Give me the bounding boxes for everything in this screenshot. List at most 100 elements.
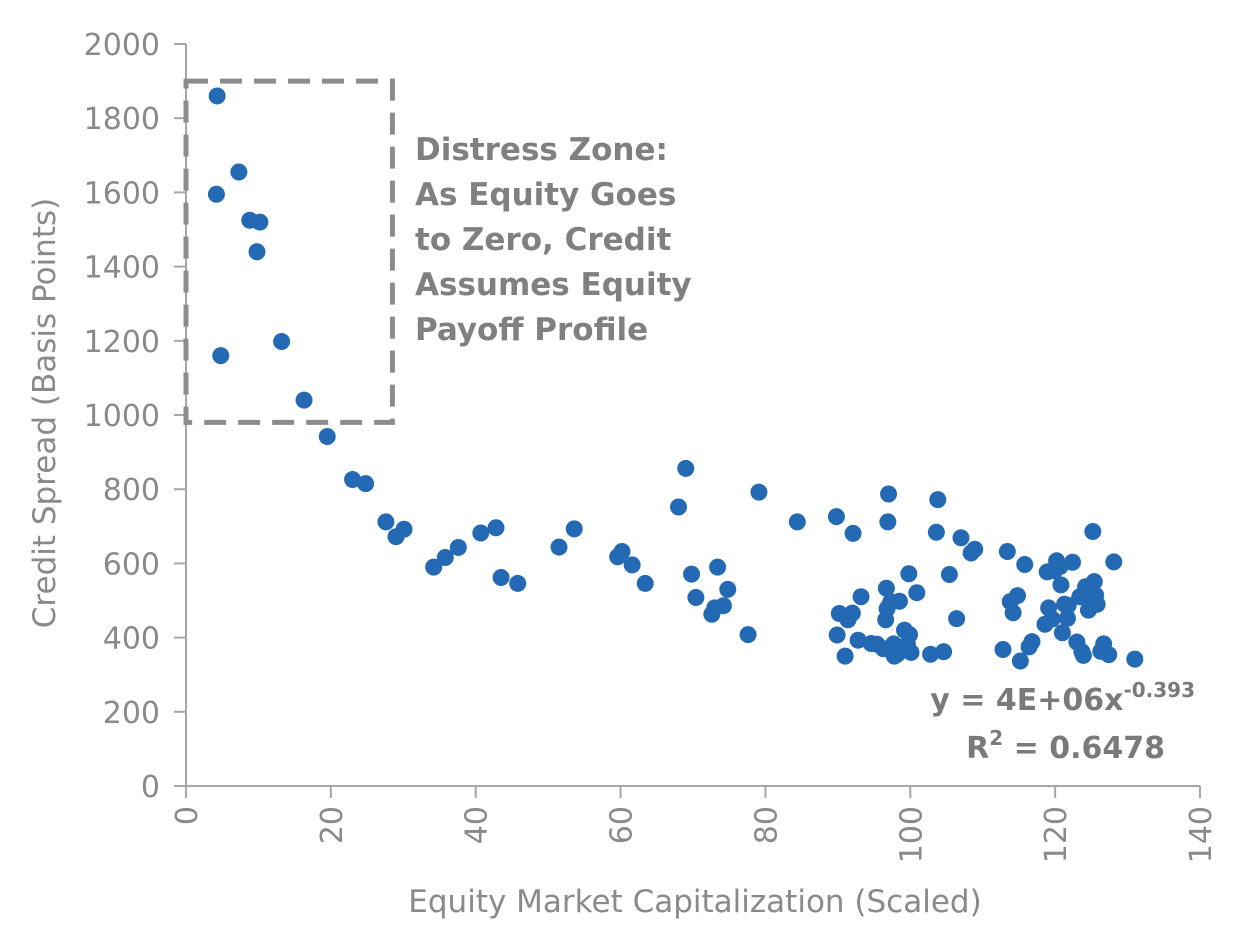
data-point [251, 213, 269, 231]
data-point [613, 543, 631, 561]
data-point [952, 529, 970, 547]
data-point [472, 524, 490, 542]
data-point [901, 626, 919, 644]
data-point [1053, 624, 1071, 642]
data-point [935, 643, 953, 661]
data-point [208, 87, 226, 105]
data-point [449, 538, 467, 556]
data-point [395, 520, 413, 538]
data-point [719, 580, 737, 598]
x-tick-label: 100 [894, 806, 929, 863]
data-point [295, 391, 313, 409]
data-point [880, 485, 898, 503]
data-point [677, 459, 695, 477]
annotation-line-1: Distress Zone: [415, 132, 668, 168]
data-point [1008, 587, 1026, 605]
data-point [487, 519, 505, 537]
y-tick-label: 1600 [84, 176, 160, 211]
data-point [683, 565, 701, 583]
data-point [836, 647, 854, 665]
data-point [207, 185, 225, 203]
data-point [212, 347, 230, 365]
x-tick-label: 140 [1184, 806, 1219, 863]
data-point [940, 566, 958, 584]
y-tick-label: 1000 [84, 399, 160, 434]
data-point [998, 543, 1016, 561]
data-point [709, 558, 727, 576]
data-point [966, 540, 984, 558]
distress-zone-annotation: Distress Zone: As Equity Goes to Zero, C… [183, 78, 692, 425]
data-point [1126, 650, 1144, 668]
data-point [908, 584, 926, 602]
annotation-line-5: Payoff Profile [415, 312, 648, 348]
y-tick-label: 1800 [84, 102, 160, 137]
data-point [927, 523, 945, 541]
data-point [1100, 646, 1118, 664]
data-point [273, 333, 291, 351]
data-point [948, 610, 966, 628]
y-tick-label: 1400 [84, 251, 160, 286]
data-point [890, 592, 908, 610]
x-tick-label: 0 [170, 806, 205, 825]
data-point [879, 513, 897, 531]
data-point [230, 163, 248, 181]
x-axis-ticks: 0 20 40 60 80 100 120 140 [170, 786, 1219, 863]
y-tick-label: 0 [141, 770, 160, 805]
data-point [623, 556, 641, 574]
data-point [509, 574, 527, 592]
data-point [1016, 556, 1034, 574]
x-tick-label: 120 [1039, 806, 1074, 863]
data-point [1074, 646, 1092, 664]
annotation-line-2: As Equity Goes [415, 177, 676, 213]
y-axis-ticks: 0 200 400 600 800 1000 1200 1400 1600 1800 2000 [84, 28, 186, 805]
data-point [827, 508, 845, 526]
data-point [843, 604, 861, 622]
data-point [344, 471, 362, 489]
data-point [929, 491, 947, 509]
x-tick-label: 20 [315, 806, 350, 844]
data-point [1052, 576, 1070, 594]
y-tick-label: 1200 [84, 325, 160, 360]
data-point [844, 524, 862, 542]
data-point [436, 548, 454, 566]
annotation-line-3: to Zero, Credit [415, 222, 671, 258]
data-point [318, 428, 336, 446]
data-point [425, 558, 443, 576]
y-tick-label: 600 [103, 547, 160, 582]
data-point [852, 588, 870, 606]
distress-zone-box [183, 78, 395, 425]
data-point [1088, 595, 1106, 613]
y-axis-title: Credit Spread (Basis Points) [27, 198, 63, 628]
data-point [1105, 553, 1123, 571]
y-tick-label: 200 [103, 696, 160, 731]
x-tick-label: 80 [749, 806, 784, 844]
data-point [1023, 633, 1041, 651]
data-point [922, 645, 940, 663]
data-point [849, 631, 867, 649]
data-point [788, 513, 806, 531]
data-point [357, 475, 375, 493]
data-point [1084, 522, 1102, 540]
annotation-line-4: Assumes Equity [415, 267, 692, 303]
data-point [739, 626, 757, 644]
data-point [670, 498, 688, 516]
data-point [750, 483, 768, 501]
x-tick-label: 40 [460, 806, 495, 844]
data-point [714, 597, 732, 615]
data-point [1085, 573, 1103, 591]
data-point [492, 568, 510, 586]
data-point [994, 640, 1012, 658]
trendline-equation: y = 4E+06x-0.393 [930, 678, 1195, 718]
data-point [565, 520, 583, 538]
data-points [207, 87, 1144, 670]
y-tick-label: 2000 [84, 28, 160, 63]
data-point [1058, 609, 1076, 627]
data-point [687, 589, 705, 607]
data-point [902, 643, 920, 661]
data-point [248, 243, 266, 261]
trendline-r-squared: R2 = 0.6478 [966, 726, 1165, 766]
data-point [828, 626, 846, 644]
data-point [877, 579, 895, 597]
